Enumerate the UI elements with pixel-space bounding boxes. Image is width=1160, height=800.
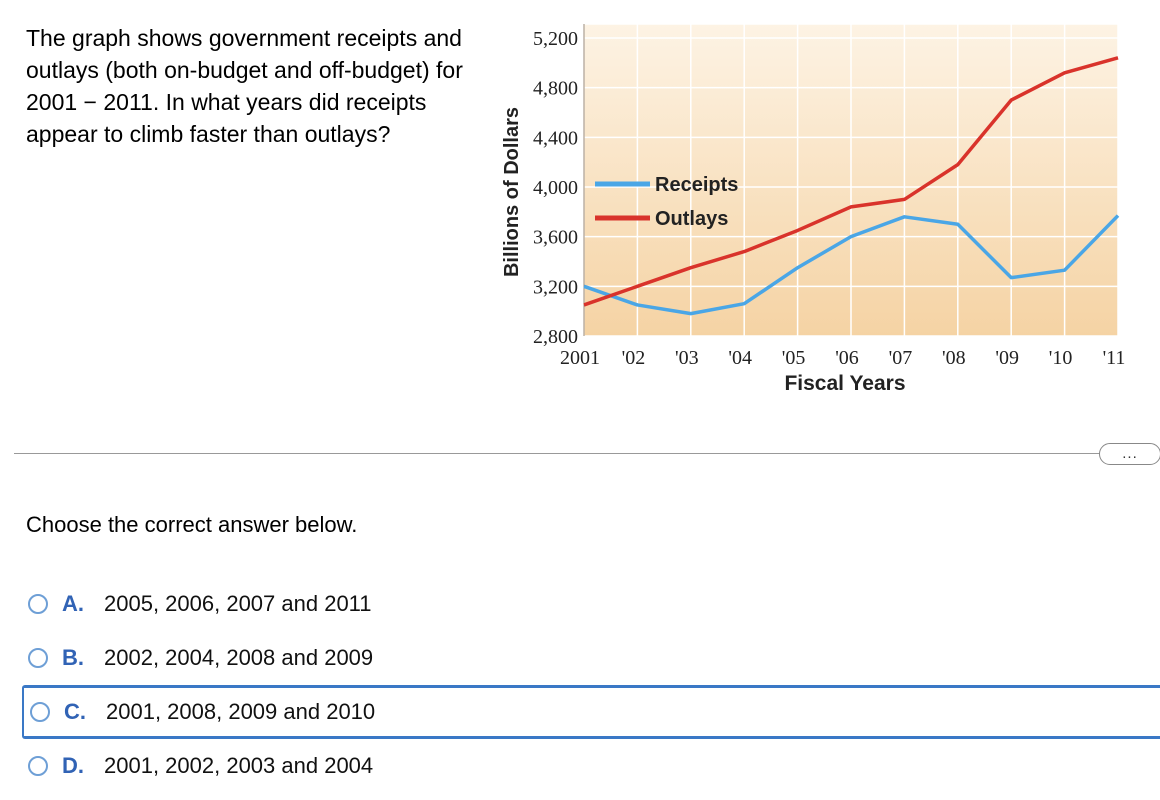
option-d[interactable]: D. 2001, 2002, 2003 and 2004 — [22, 742, 1160, 790]
series-lines — [583, 56, 1120, 316]
option-text: 2001, 2002, 2003 and 2004 — [104, 753, 374, 778]
x-tick-label: '03 — [675, 347, 699, 369]
option-c[interactable]: C. 2001, 2008, 2009 and 2010 — [22, 685, 1160, 739]
option-letter: C. — [64, 699, 86, 724]
option-letter: D. — [62, 753, 84, 778]
y-tick-label: 2,800 — [533, 326, 578, 348]
radio-icon[interactable] — [30, 702, 50, 722]
option-text: 2002, 2004, 2008 and 2009 — [104, 645, 374, 670]
option-letter: A. — [62, 591, 84, 616]
x-tick-label: 2001 — [560, 347, 600, 369]
x-tick-label: '07 — [889, 347, 913, 369]
receipts-outlays-chart: 5,200 4,800 4,400 4,000 3,600 3,200 2,800 2001… — [501, 23, 1125, 395]
x-tick-label: '02 — [622, 347, 646, 369]
x-tick-label: '05 — [782, 347, 806, 369]
y-tick-label: 5,200 — [533, 28, 578, 50]
x-tick-label: '06 — [835, 347, 859, 369]
answer-prompt: Choose the correct answer below. — [26, 512, 358, 537]
legend: Receipts Outlays — [595, 174, 738, 230]
x-tick-label: '08 — [942, 347, 966, 369]
x-tick-label: '09 — [995, 347, 1019, 369]
radio-icon[interactable] — [28, 756, 48, 776]
option-text: 2001, 2008, 2009 and 2010 — [106, 699, 376, 724]
radio-icon[interactable] — [28, 648, 48, 668]
legend-label-outlays: Outlays — [655, 208, 728, 230]
section-divider — [14, 453, 1100, 454]
y-axis-label: Billions of Dollars — [501, 107, 523, 277]
x-axis-label: Fiscal Years — [784, 372, 905, 395]
y-tick-label: 3,600 — [533, 227, 578, 249]
x-tick-label: '11 — [1103, 347, 1126, 369]
y-tick-label: 3,200 — [533, 276, 578, 298]
question-text: The graph shows government receipts and … — [26, 25, 463, 147]
legend-label-receipts: Receipts — [655, 174, 738, 196]
x-tick-labels: 2001 '02 '03 '04 '05 '06 '07 '08 '09 '10 '11 — [560, 347, 1125, 369]
grid-lines — [583, 23, 1119, 337]
option-b[interactable]: B. 2002, 2004, 2008 and 2009 — [22, 634, 1160, 682]
x-tick-label: '04 — [728, 347, 752, 369]
option-text: 2005, 2006, 2007 and 2011 — [104, 591, 372, 616]
y-tick-label: 4,000 — [533, 177, 578, 199]
option-letter: B. — [62, 645, 84, 670]
x-tick-label: '10 — [1049, 347, 1073, 369]
radio-icon[interactable] — [28, 594, 48, 614]
series-line-outlays — [583, 56, 1119, 307]
option-a[interactable]: A. 2005, 2006, 2007 and 2011 — [22, 580, 1160, 628]
y-tick-label: 4,800 — [533, 78, 578, 100]
y-tick-labels: 5,200 4,800 4,400 4,000 3,600 3,200 2,800 — [533, 28, 578, 348]
y-tick-label: 4,400 — [533, 127, 578, 149]
more-options-button[interactable]: ... — [1099, 443, 1160, 465]
series-line-receipts — [583, 214, 1120, 316]
